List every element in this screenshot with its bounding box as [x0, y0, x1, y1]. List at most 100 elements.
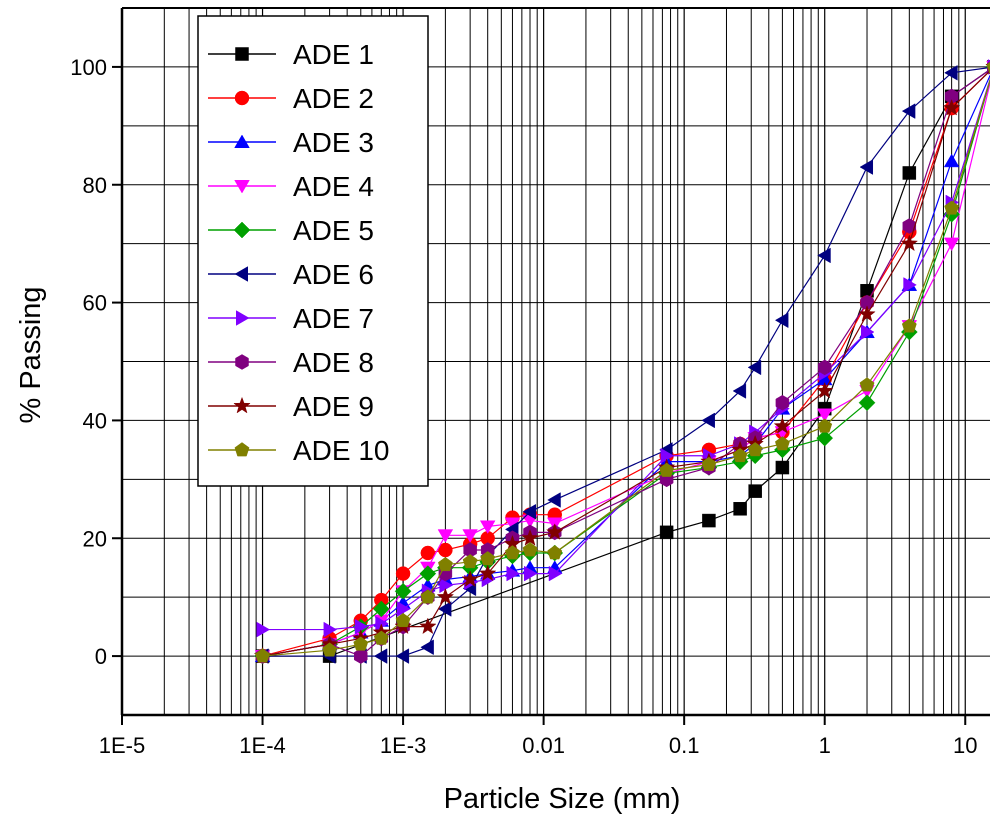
legend-marker — [234, 266, 248, 282]
data-point — [256, 621, 271, 638]
x-tick-label: 1E-5 — [99, 733, 145, 758]
data-point — [353, 636, 369, 651]
legend-item: ADE 1 — [208, 39, 374, 70]
legend-marker — [235, 354, 249, 370]
data-point — [816, 429, 834, 447]
series-line — [262, 74, 990, 657]
data-point — [902, 166, 917, 180]
data-point — [901, 318, 917, 333]
data-point — [439, 577, 453, 594]
data-point — [373, 630, 389, 645]
data-point — [419, 565, 437, 582]
data-point — [437, 529, 454, 543]
data-point — [732, 447, 748, 463]
data-point — [944, 65, 958, 81]
data-point — [817, 247, 831, 264]
series-line — [262, 69, 990, 657]
legend-label: ADE 4 — [293, 171, 374, 202]
series-line — [262, 68, 990, 657]
data-point — [903, 277, 917, 293]
data-point — [774, 312, 789, 329]
data-point — [547, 492, 561, 508]
data-point — [394, 582, 412, 600]
x-tick-label: 0.01 — [522, 733, 565, 758]
data-point — [462, 529, 478, 543]
legend-item: ADE 2 — [208, 83, 374, 114]
y-tick-label: 40 — [83, 408, 107, 433]
data-point — [858, 394, 876, 412]
data-point — [522, 503, 537, 520]
data-point — [901, 103, 916, 119]
data-point — [323, 621, 338, 638]
y-tick-label: 0 — [95, 644, 107, 669]
data-point — [395, 612, 411, 628]
legend-label: ADE 5 — [293, 215, 374, 246]
legend-label: ADE 1 — [293, 39, 374, 70]
x-tick-label: 10 — [953, 733, 977, 758]
data-point — [774, 436, 790, 451]
legend-item: ADE 3 — [208, 127, 374, 158]
series-line — [262, 68, 990, 657]
legend-item: ADE 5 — [208, 215, 374, 246]
y-tick-label: 20 — [83, 526, 107, 551]
legend-item: ADE 4 — [208, 171, 374, 202]
legend-label: ADE 9 — [293, 391, 374, 422]
data-point — [659, 462, 675, 477]
x-tick-label: 1E-3 — [380, 733, 426, 758]
x-tick-label: 1 — [819, 733, 831, 758]
data-point — [986, 61, 990, 74]
data-point — [354, 618, 369, 635]
data-point — [775, 460, 790, 475]
legend-item: ADE 10 — [208, 435, 390, 466]
data-point — [775, 394, 790, 411]
x-tick-label: 0.1 — [669, 733, 700, 758]
legend-label: ADE 3 — [293, 127, 374, 158]
data-point — [462, 554, 478, 569]
data-point — [660, 447, 675, 464]
data-point — [701, 412, 715, 429]
legend-marker — [233, 396, 251, 414]
legend-item: ADE 6 — [208, 259, 374, 290]
data-point — [548, 565, 563, 582]
data-point — [943, 153, 960, 168]
data-point — [395, 566, 411, 581]
data-point — [861, 324, 875, 340]
data-point — [773, 417, 792, 434]
legend: ADE 1 ADE 2 ADE 3 ADE 4 ADE 5 ADE 6 ADE 7 ADE 8… — [197, 15, 429, 487]
data-point — [480, 551, 496, 566]
data-point — [255, 648, 270, 663]
data-point — [437, 556, 453, 572]
data-point — [420, 639, 434, 656]
series-line — [262, 77, 990, 657]
legend-marker — [235, 47, 249, 61]
data-point — [373, 648, 388, 664]
data-point — [942, 98, 961, 116]
legend-label: ADE 10 — [293, 435, 390, 466]
data-point — [733, 502, 747, 516]
data-point — [397, 601, 411, 617]
x-tick-label: 1E-4 — [239, 733, 285, 758]
data-point — [478, 564, 497, 582]
data-point — [461, 570, 479, 587]
data-point — [437, 601, 452, 617]
legend-marker — [234, 442, 250, 457]
data-point — [436, 587, 455, 605]
data-point — [420, 545, 436, 561]
x-axis-label: Particle Size (mm) — [444, 783, 681, 815]
legend-marker — [234, 180, 250, 194]
data-point — [419, 617, 437, 635]
y-tick-label: 60 — [83, 291, 107, 316]
data-point — [506, 565, 520, 582]
series-10 — [255, 61, 990, 663]
data-point — [859, 377, 875, 392]
data-point — [354, 648, 368, 664]
y-tick-label: 80 — [83, 173, 107, 198]
data-point — [522, 542, 538, 557]
legend-marker — [234, 134, 250, 148]
data-point — [944, 200, 960, 215]
legend-label: ADE 2 — [293, 83, 374, 114]
data-point — [943, 237, 960, 252]
series-layer — [253, 59, 990, 665]
